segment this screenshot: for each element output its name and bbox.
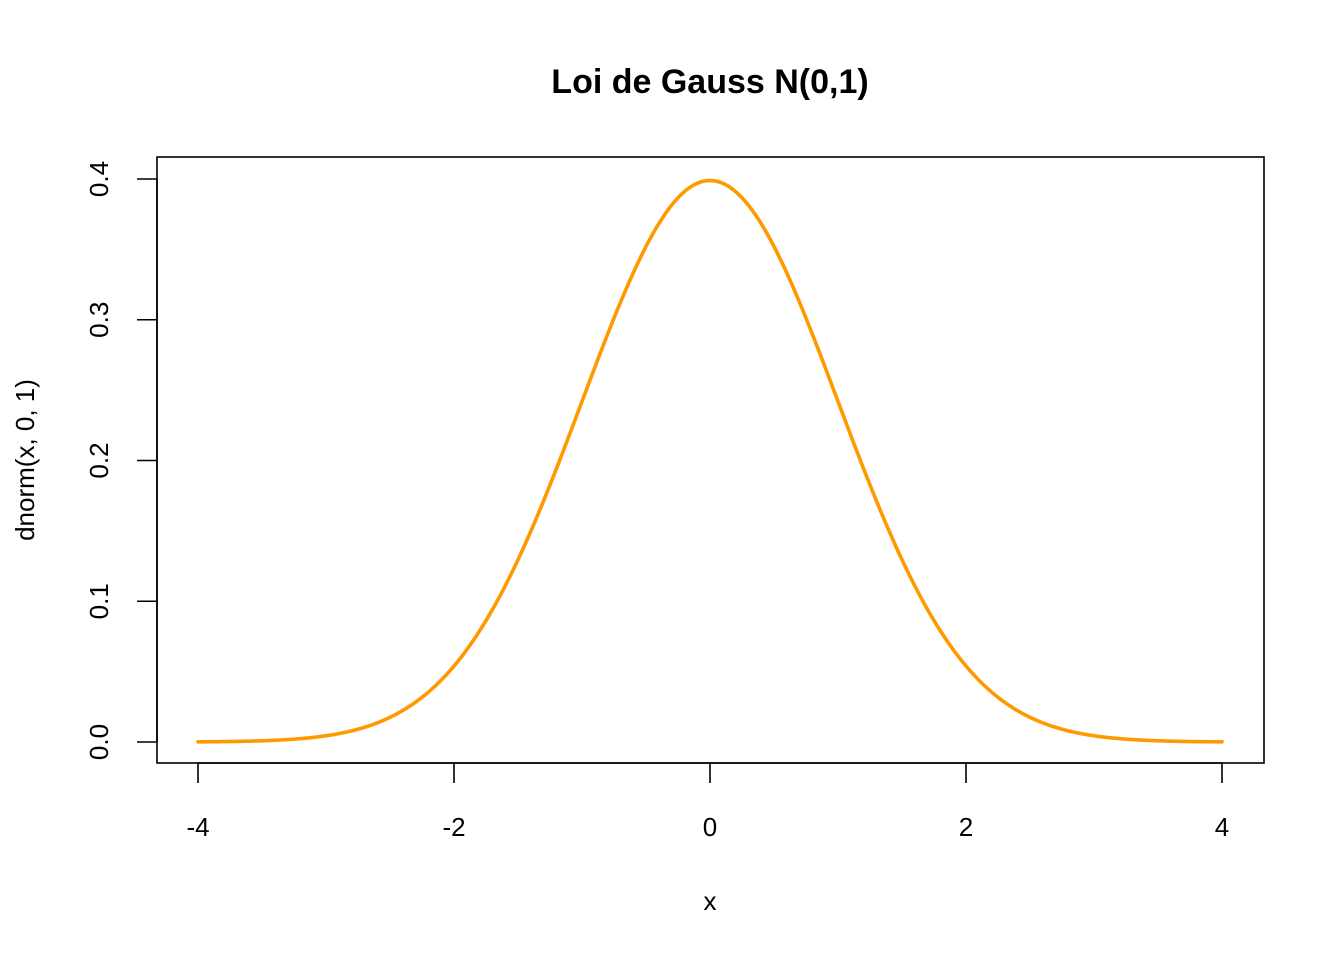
- y-axis: 0.0 0.1 0.2 0.3 0.4: [84, 161, 158, 760]
- chart-title: Loi de Gauss N(0,1): [551, 63, 868, 101]
- x-tick-label: 0: [703, 812, 717, 842]
- plot-frame: [156, 156, 1265, 764]
- x-axis: -4 -2 0 2 4: [186, 762, 1229, 842]
- y-tick-label: 0.2: [84, 442, 114, 478]
- y-tick-label: 0.0: [84, 724, 114, 760]
- x-tick-label: 2: [959, 812, 973, 842]
- x-tick-label: 4: [1215, 812, 1229, 842]
- series-layer: [196, 178, 1224, 744]
- y-tick-label: 0.1: [84, 583, 114, 619]
- y-tick-label: 0.4: [84, 161, 114, 197]
- series-line-0: [196, 178, 1224, 744]
- y-axis-label: dnorm(x, 0, 1): [10, 379, 40, 541]
- y-tick-label: 0.3: [84, 302, 114, 338]
- x-axis-label: x: [704, 886, 717, 916]
- x-tick-label: -4: [186, 812, 209, 842]
- x-tick-label: -2: [442, 812, 465, 842]
